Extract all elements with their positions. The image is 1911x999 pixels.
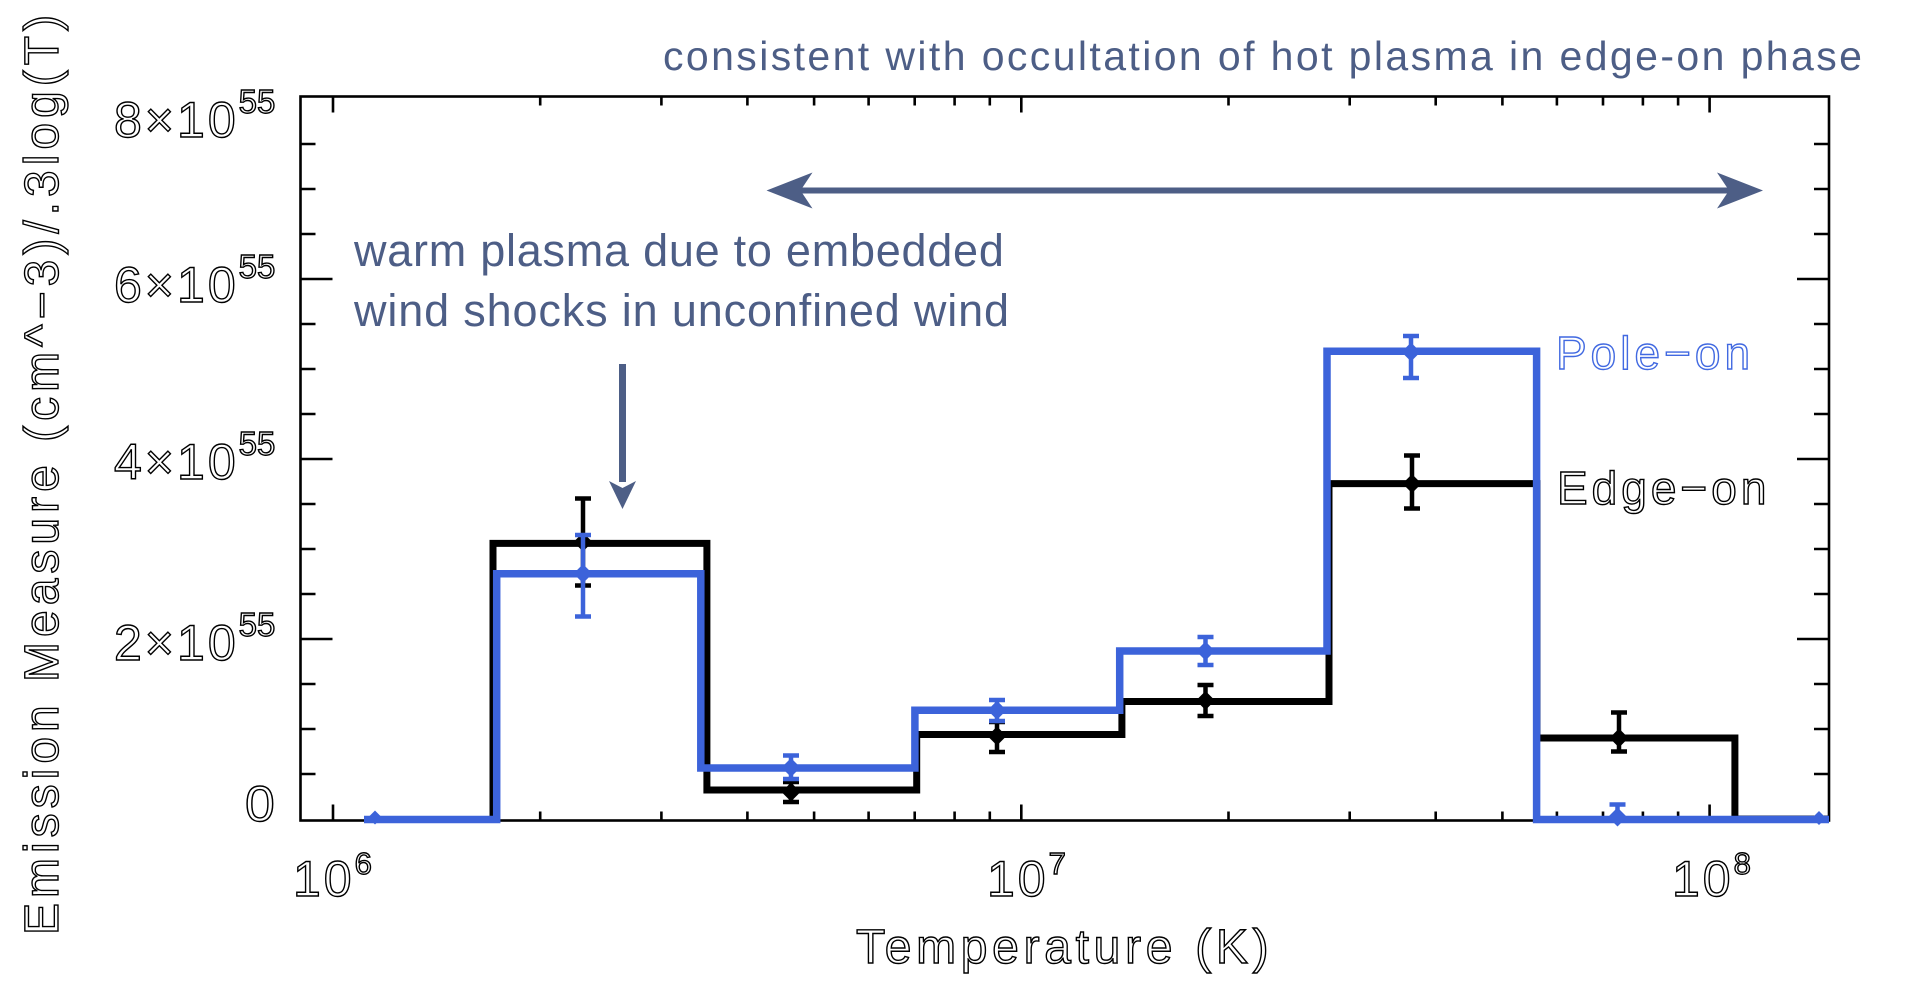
svg-text:Edge−on: Edge−on [1557, 462, 1770, 514]
svg-text:0: 0 [245, 776, 278, 832]
svg-text:Pole−on: Pole−on [1556, 327, 1754, 379]
svg-text:Emission Measure (cm^−3)/.3l: Emission Measure (cm^−3)/.3log(T) [16, 10, 69, 935]
svg-text:wind shocks in unconfined wind: wind shocks in unconfined wind [353, 285, 1010, 336]
svg-text:consistent with occultation of: consistent with occultation of hot plasm… [663, 33, 1864, 79]
svg-text:8×1055: 8×1055 [114, 83, 275, 148]
svg-text:4×1055: 4×1055 [114, 425, 275, 490]
svg-text:Temperature (K): Temperature (K) [856, 921, 1273, 974]
svg-text:warm plasma due to embedded: warm plasma due to embedded [353, 225, 1005, 276]
svg-text:108: 108 [1672, 846, 1754, 907]
